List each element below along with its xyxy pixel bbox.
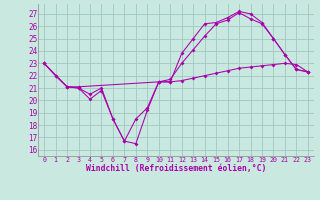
- X-axis label: Windchill (Refroidissement éolien,°C): Windchill (Refroidissement éolien,°C): [86, 164, 266, 173]
